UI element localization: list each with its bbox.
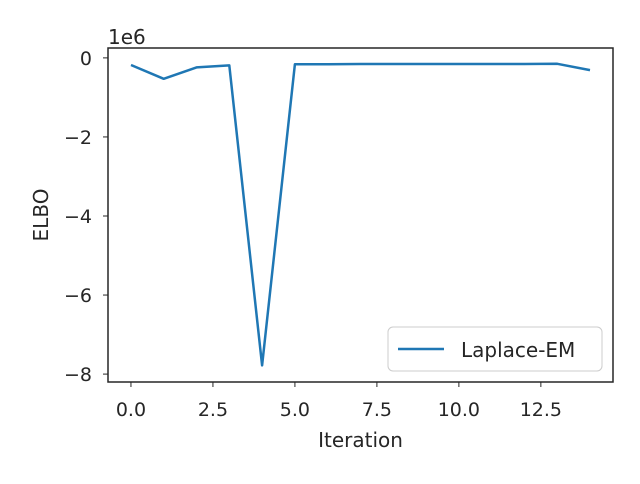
legend-label-laplace-em: Laplace-EM [461,338,575,362]
y-tick-label: 0 [80,48,92,70]
y-tick-label: −8 [64,364,92,386]
x-tick-label: 0.0 [116,399,146,421]
x-axis-label: Iteration [318,428,403,452]
legend: Laplace-EM [388,327,602,371]
y-tick-label: −2 [64,127,92,149]
y-tick-label: −4 [64,206,92,228]
x-tick-label: 10.0 [438,399,480,421]
y-offset-label: 1e6 [108,25,146,49]
y-tick-label: −6 [64,285,92,307]
x-tick-label: 12.5 [520,399,562,421]
x-tick-label: 2.5 [198,399,228,421]
x-tick-label: 5.0 [280,399,310,421]
y-axis-label: ELBO [29,189,53,242]
x-tick-label: 7.5 [362,399,392,421]
